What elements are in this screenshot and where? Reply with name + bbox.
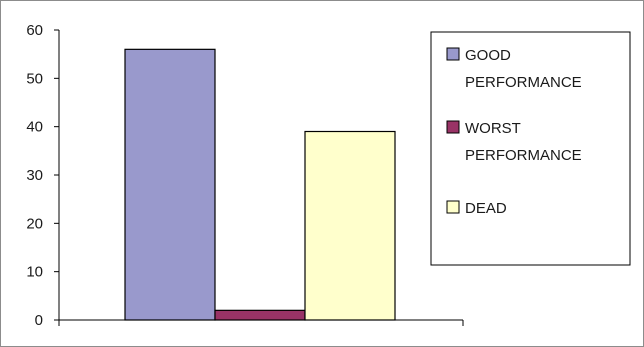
y-tick-label: 10 [26,264,43,281]
legend-swatch [446,200,460,214]
bar-worst-performance [214,309,306,321]
legend-label: PERFORMANCE [465,74,582,91]
y-tick-label: 50 [26,70,43,87]
bar-good-performance [124,48,216,321]
legend-label: DEAD [465,200,507,217]
legend-label: PERFORMANCE [465,147,582,164]
y-tick-label: 40 [26,119,43,136]
y-tick-label: 30 [26,167,43,184]
legend-swatch [446,120,460,134]
y-tick-label: 60 [26,22,43,39]
legend-box [430,31,631,266]
bar-dead [304,130,396,321]
legend: GOOD PERFORMANCE WORST PERFORMANCE DEAD [430,31,631,266]
y-tick-label: 20 [26,215,43,232]
legend-label: GOOD [465,47,511,64]
legend-swatch [446,47,460,61]
y-tick-label: 0 [35,312,43,329]
plot-area: 0 10 20 30 40 50 60 [26,22,464,329]
legend-label: WORST [465,120,521,137]
